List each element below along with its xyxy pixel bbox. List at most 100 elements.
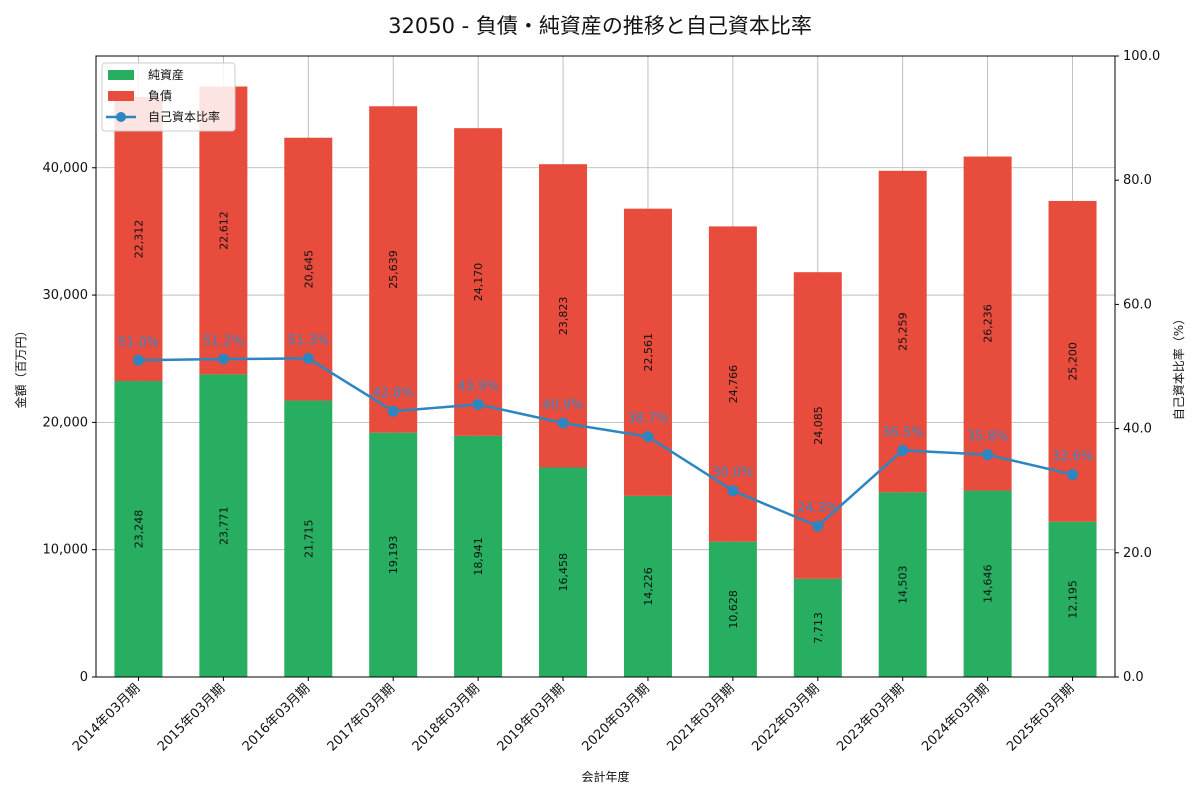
- y-tick-label: 10,000: [43, 543, 89, 558]
- x-tick-label: 2022年03月期: [749, 681, 822, 754]
- bar-label-net-assets: 12,195: [1067, 580, 1080, 619]
- ratio-point: [132, 354, 144, 366]
- ratio-point: [642, 431, 654, 443]
- legend-label-net-assets: 純資産: [148, 67, 184, 82]
- plot-frame: [95, 55, 1116, 678]
- bar-label-liabilities: 25,259: [897, 312, 910, 351]
- bar-label-liabilities: 22,612: [217, 211, 230, 250]
- x-tick-label: 2025年03月期: [1004, 681, 1077, 754]
- legend-label-equity-ratio: 自己資本比率: [148, 109, 220, 124]
- x-tick-label: 2016年03月期: [240, 681, 313, 754]
- bar-label-net-assets: 18,941: [472, 537, 485, 576]
- legend-frame: [101, 62, 236, 132]
- ratio-point: [727, 485, 739, 497]
- bar-net-assets: [878, 492, 927, 677]
- ratio-label: 40.9%: [542, 398, 583, 413]
- ratio-point: [217, 353, 229, 365]
- x-tick-label: 2017年03月期: [325, 681, 398, 754]
- bar-liabilities: [1048, 200, 1097, 522]
- ratio-point: [982, 449, 994, 461]
- ratio-line: 51.0% 51.2% 51.3% 42.8% 43.9% 40.9% 38.7% 30.0%…: [118, 333, 1093, 532]
- y-tick-label: 40,000: [43, 161, 89, 176]
- bar-net-assets: [539, 467, 588, 677]
- x-axis-label: 会計年度: [581, 769, 629, 784]
- bar-net-assets: [199, 374, 248, 677]
- bar-label-liabilities: 24,766: [727, 365, 740, 404]
- bar-label-liabilities: 23,823: [557, 297, 570, 336]
- bar-net-assets: [963, 490, 1012, 677]
- ratio-line-path: [138, 357, 1073, 528]
- x-tick-label: 2019年03月期: [495, 681, 568, 754]
- bar-liabilities: [369, 106, 418, 433]
- x-tick-label: 2018年03月期: [410, 681, 483, 754]
- bar-label-liabilities: 26,236: [982, 304, 995, 343]
- bar-net-assets: [369, 432, 418, 677]
- ratio-label: 35.8%: [967, 430, 1008, 445]
- y-tick-label: 30,000: [43, 288, 89, 303]
- bar-label-liabilities: 25,200: [1067, 342, 1080, 381]
- bar-liabilities: [539, 164, 588, 468]
- chart-title: 32050 - 負債・純資産の推移と自己資本比率: [388, 14, 812, 38]
- bar-label-net-assets: 23,248: [132, 510, 145, 549]
- bar-label-net-assets: 16,458: [557, 553, 570, 592]
- bar-liabilities: [114, 96, 163, 382]
- ratio-label: 38.7%: [627, 412, 668, 427]
- y2-tick-label: 40.0: [1123, 422, 1152, 437]
- y-tick-label: 0: [80, 670, 88, 685]
- y2-tick-label: 0.0: [1123, 670, 1144, 685]
- y2-tick-label: 80.0: [1123, 173, 1152, 188]
- legend: 純資産 負債 自己資本比率: [101, 62, 236, 132]
- ratio-label: 36.5%: [882, 425, 923, 440]
- y2-tick-label: 20.0: [1123, 546, 1152, 561]
- bar-net-assets: [284, 400, 333, 677]
- bar-net-assets: [1048, 521, 1097, 677]
- bar-label-net-assets: 7,713: [812, 612, 825, 644]
- ratio-label: 42.8%: [373, 386, 414, 401]
- bar-label-liabilities: 20,645: [302, 250, 315, 289]
- bar-label-liabilities: 24,085: [812, 406, 825, 445]
- bar-label-net-assets: 14,226: [642, 567, 655, 606]
- ratio-point: [557, 417, 569, 429]
- x-tick-label: 2021年03月期: [664, 681, 737, 754]
- bar-liabilities: [454, 128, 503, 436]
- legend-marker-equity-ratio: [116, 112, 126, 122]
- bar-label-net-assets: 21,715: [302, 520, 315, 559]
- bar-label-net-assets: 19,193: [387, 536, 400, 575]
- bar-liabilities: [199, 86, 248, 375]
- ratio-label: 30.0%: [712, 466, 753, 481]
- bar-net-assets: [708, 541, 757, 677]
- bar-label-liabilities: 25,639: [387, 250, 400, 289]
- bar-label-net-assets: 10,628: [727, 590, 740, 629]
- ratio-label: 32.6%: [1052, 450, 1093, 465]
- ratio-point: [897, 444, 909, 456]
- ratio-label: 24.3%: [797, 501, 838, 516]
- ratio-label: 51.2%: [203, 334, 244, 349]
- x-tick-label: 2020年03月期: [580, 681, 653, 754]
- x-tick-label: 2014年03月期: [70, 681, 143, 754]
- ratio-point: [387, 405, 399, 417]
- bar-label-liabilities: 22,312: [132, 220, 145, 259]
- bar-label-net-assets: 14,503: [897, 565, 910, 604]
- ratio-label: 51.3%: [288, 333, 329, 348]
- bar-label-net-assets: 14,646: [982, 565, 995, 604]
- grid: [96, 56, 1115, 678]
- bar-label-liabilities: 22,561: [642, 333, 655, 372]
- ratio-point: [472, 398, 484, 410]
- legend-swatch-liabilities: [108, 91, 134, 101]
- x-tick-label: 2015年03月期: [155, 681, 228, 754]
- ratio-point: [1067, 469, 1079, 481]
- ratio-point: [812, 520, 824, 532]
- bar-net-assets: [114, 381, 163, 677]
- ratio-point: [302, 352, 314, 364]
- ratio-label: 51.0%: [118, 335, 159, 350]
- x-tick-label: 2024年03月期: [919, 681, 992, 754]
- bars: 23,248 22,312 23,771 22,612 21,715 20,645 19,1…: [114, 86, 1097, 677]
- bar-liabilities: [963, 156, 1012, 491]
- y-axis-label: 金額（百万円）: [13, 324, 28, 408]
- legend-label-liabilities: 負債: [148, 88, 172, 103]
- bar-label-liabilities: 24,170: [472, 263, 485, 302]
- y2-axis-label: 自己資本比率（%）: [1171, 313, 1186, 420]
- y-tick-label: 20,000: [43, 415, 89, 430]
- bar-net-assets: [793, 578, 842, 677]
